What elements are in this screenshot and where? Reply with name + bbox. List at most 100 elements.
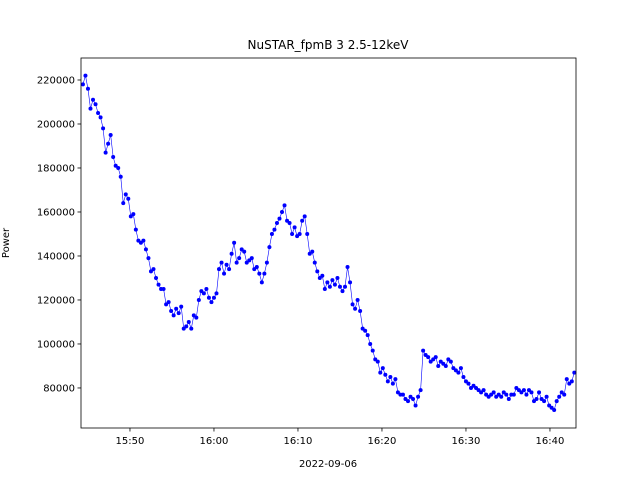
data-point: [204, 286, 209, 291]
data-point: [272, 227, 277, 232]
data-point: [224, 262, 229, 267]
data-point: [458, 366, 463, 371]
x-tick-label: 16:20: [368, 436, 397, 447]
data-point: [416, 394, 421, 399]
x-tick-label: 16:40: [536, 436, 565, 447]
data-point: [156, 282, 161, 287]
y-tick-label: 160000: [37, 207, 75, 218]
data-point: [196, 297, 201, 302]
data-point: [418, 388, 423, 393]
data-point: [116, 165, 121, 170]
data-point: [206, 295, 211, 300]
data-point: [562, 392, 567, 397]
data-point: [166, 300, 171, 305]
data-point: [305, 231, 310, 236]
data-point: [292, 225, 297, 230]
data-point: [179, 304, 184, 309]
data-point: [232, 240, 237, 245]
data-point: [448, 359, 453, 364]
data-point: [358, 308, 363, 313]
data-point: [327, 284, 332, 289]
data-point: [96, 110, 101, 115]
data-point: [506, 396, 511, 401]
data-point: [151, 267, 156, 272]
data-point: [443, 363, 448, 368]
data-point: [237, 256, 242, 261]
data-point: [85, 86, 90, 91]
x-tick-label: 15:50: [116, 436, 145, 447]
data-point: [537, 390, 542, 395]
data-point: [388, 374, 393, 379]
data-point: [174, 306, 179, 311]
x-axis-label: 2022-09-06: [299, 459, 357, 470]
data-point: [337, 284, 342, 289]
data-point: [524, 392, 529, 397]
data-point: [80, 82, 85, 87]
data-point: [254, 264, 259, 269]
data-point: [133, 227, 138, 232]
y-tick-label: 80000: [43, 383, 75, 394]
data-point: [229, 251, 234, 256]
y-axis-label: Power: [1, 227, 12, 258]
data-point: [368, 341, 373, 346]
data-point: [375, 359, 380, 364]
data-point: [569, 379, 574, 384]
data-point: [557, 394, 562, 399]
data-point: [101, 126, 106, 131]
y-tick-label: 120000: [37, 295, 75, 306]
data-point: [312, 260, 317, 265]
data-point: [83, 73, 88, 78]
data-point: [161, 286, 166, 291]
data-point: [126, 196, 131, 201]
data-point: [143, 247, 148, 252]
data-point: [274, 220, 279, 225]
data-point: [363, 328, 368, 333]
chart-title: NuSTAR_fpmB 3 2.5-12keV: [248, 38, 410, 52]
data-point: [211, 295, 216, 300]
data-point: [353, 306, 358, 311]
data-point: [572, 370, 577, 375]
data-point: [277, 216, 282, 221]
y-tick-label: 220000: [37, 75, 75, 86]
data-point: [390, 381, 395, 386]
data-point: [259, 280, 264, 285]
data-point: [320, 273, 325, 278]
data-point: [456, 370, 461, 375]
data-point: [222, 271, 227, 276]
data-point: [436, 363, 441, 368]
data-point: [355, 297, 360, 302]
data-point: [103, 150, 108, 155]
data-point: [348, 280, 353, 285]
data-point: [267, 245, 272, 250]
x-tick-label: 16:00: [200, 436, 229, 447]
data-point: [400, 392, 405, 397]
data-point: [335, 275, 340, 280]
data-point: [169, 308, 174, 313]
data-point: [131, 212, 136, 217]
data-point: [511, 392, 516, 397]
data-point: [262, 271, 267, 276]
y-tick-label: 100000: [37, 339, 75, 350]
data-point: [310, 249, 315, 254]
data-point: [108, 132, 113, 137]
data-point: [504, 392, 509, 397]
data-point: [466, 381, 471, 386]
data-point: [534, 396, 539, 401]
data-point: [426, 355, 431, 360]
data-point: [325, 280, 330, 285]
data-point: [217, 267, 222, 272]
data-point: [340, 289, 345, 294]
data-point: [123, 192, 128, 197]
data-point: [499, 394, 504, 399]
data-point: [269, 231, 274, 236]
data-point: [521, 388, 526, 393]
plot-frame: [80, 57, 577, 429]
data-point: [385, 379, 390, 384]
data-point: [91, 97, 96, 102]
data-point: [234, 260, 239, 265]
data-point: [544, 394, 549, 399]
data-point: [542, 399, 547, 404]
data-point: [343, 284, 348, 289]
